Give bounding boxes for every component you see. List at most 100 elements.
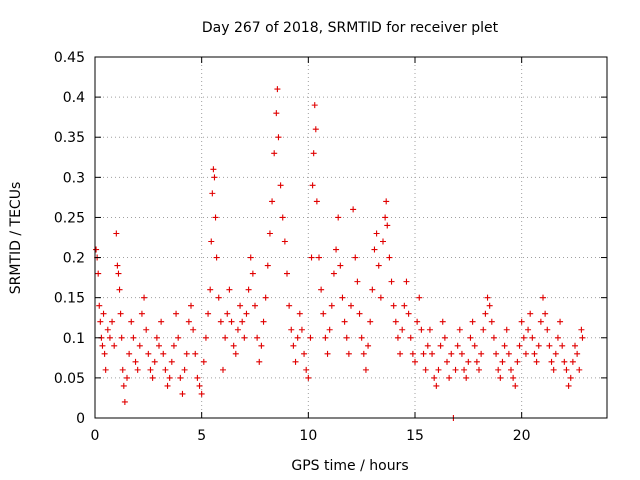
chart-title: Day 267 of 2018, SRMTID for receiver ple… — [202, 20, 499, 36]
data-point — [162, 366, 169, 373]
data-point — [420, 350, 427, 357]
data-point — [471, 342, 478, 349]
data-point — [429, 350, 436, 357]
plot-frame — [94, 56, 608, 419]
data-point — [533, 358, 540, 365]
data-point — [382, 214, 389, 221]
data-point — [550, 366, 557, 373]
data-point — [574, 350, 581, 357]
data-point — [373, 230, 380, 237]
data-point — [414, 318, 421, 325]
data-point — [237, 302, 244, 309]
data-point — [213, 254, 220, 261]
data-point — [546, 342, 553, 349]
data-point — [461, 366, 468, 373]
data-point — [579, 334, 586, 341]
data-point — [476, 366, 482, 373]
data-point — [196, 382, 203, 389]
data-point — [552, 350, 559, 357]
data-point — [348, 302, 354, 309]
data-point — [298, 326, 305, 333]
data-point — [518, 318, 525, 325]
data-point — [324, 350, 331, 357]
data-point — [147, 366, 154, 373]
data-point — [316, 254, 322, 261]
data-point — [313, 198, 320, 205]
gridlines — [95, 57, 607, 418]
data-point — [190, 326, 197, 333]
data-point — [531, 350, 538, 357]
data-point — [100, 310, 107, 317]
data-point — [467, 334, 474, 341]
data-point — [384, 222, 391, 229]
data-point — [488, 318, 495, 325]
data-point — [416, 294, 423, 301]
data-point — [458, 350, 465, 357]
data-point — [424, 342, 431, 349]
data-point — [116, 286, 123, 293]
data-point — [473, 358, 480, 365]
data-point — [209, 190, 216, 197]
data-point — [286, 302, 293, 309]
data-point — [380, 238, 386, 245]
data-point — [222, 334, 229, 341]
data-point — [330, 270, 337, 277]
data-point — [399, 326, 406, 333]
data-point — [281, 238, 288, 245]
data-point — [185, 318, 192, 325]
data-point — [433, 382, 440, 389]
tick-labels: 0 5 10 15 20 0 0.05 0.1 0.15 0.2 0.25 0.3 0.35 0.4 0.4… — [54, 50, 531, 444]
data-point — [275, 134, 282, 141]
data-point — [522, 350, 529, 357]
data-point — [454, 342, 461, 349]
data-point — [407, 334, 414, 341]
data-point — [480, 326, 487, 333]
data-point — [311, 102, 318, 109]
data-point — [230, 342, 237, 349]
data-point — [499, 358, 506, 365]
data-point — [156, 342, 162, 349]
data-point — [126, 350, 133, 357]
data-point — [501, 342, 508, 349]
data-point — [508, 366, 514, 373]
data-point — [537, 318, 544, 325]
data-point — [149, 374, 156, 381]
data-point — [326, 326, 333, 333]
y-tick-label: 0.05 — [54, 371, 85, 387]
data-point — [239, 318, 246, 325]
data-point — [99, 342, 106, 349]
data-point — [456, 326, 463, 333]
data-point — [452, 366, 459, 373]
data-point — [211, 174, 218, 181]
data-point — [153, 334, 160, 341]
data-point — [463, 374, 470, 381]
data-point — [426, 326, 433, 333]
scatter-points — [93, 86, 586, 421]
data-point — [320, 310, 327, 317]
data-point — [95, 270, 102, 277]
data-point — [544, 326, 551, 333]
data-point — [271, 150, 278, 157]
data-point — [181, 366, 188, 373]
y-tick-label: 0.3 — [63, 170, 85, 186]
data-point — [360, 350, 367, 357]
data-point — [412, 358, 418, 365]
data-point — [318, 286, 325, 293]
data-point — [138, 310, 145, 317]
data-point — [371, 246, 378, 253]
data-point — [262, 294, 269, 301]
data-point — [435, 366, 442, 373]
data-point — [254, 334, 261, 341]
data-point — [192, 350, 199, 357]
data-point — [514, 358, 521, 365]
data-point — [365, 342, 372, 349]
data-point — [362, 366, 369, 373]
data-point — [337, 262, 344, 269]
data-point — [307, 334, 314, 341]
y-tick-label: 0.1 — [63, 331, 85, 347]
data-point — [354, 278, 361, 285]
data-point — [529, 334, 536, 341]
data-point — [269, 198, 276, 205]
x-tick-label: 15 — [406, 428, 424, 444]
data-point — [247, 254, 254, 261]
